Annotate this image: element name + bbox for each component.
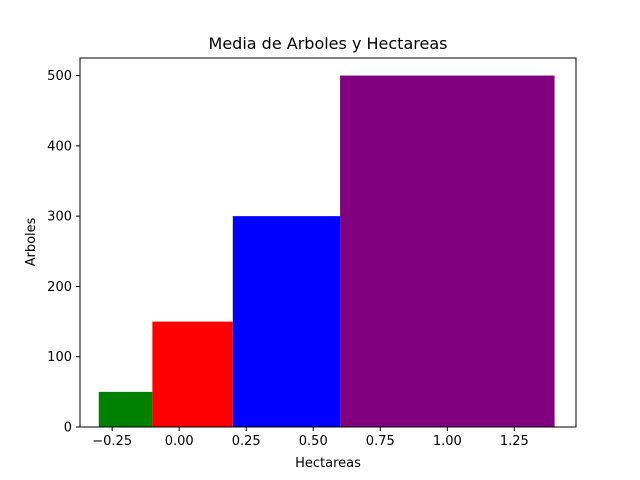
- x-axis-label: Hectareas: [295, 456, 361, 471]
- y-tick-label-1: 100: [47, 350, 72, 365]
- x-axis-ticks: −0.25 0.00 0.25 0.50 0.75 1.00 1.25: [92, 427, 529, 449]
- chart-title: Media de Arboles y Hectareas: [209, 34, 448, 53]
- y-tick-label-3: 300: [47, 210, 72, 225]
- bar-1: [152, 321, 233, 427]
- bar-2: [232, 216, 341, 427]
- x-tick-label-6: 1.25: [500, 434, 529, 449]
- plot-frame: [79, 57, 577, 428]
- x-tick-label-3: 0.50: [299, 434, 328, 449]
- y-tick-label-4: 400: [47, 139, 72, 154]
- x-tick-label-2: 0.25: [232, 434, 261, 449]
- y-tick-label-0: 0: [64, 421, 72, 436]
- y-tick-label-5: 500: [47, 69, 72, 84]
- x-tick-label-1: 0.00: [165, 434, 194, 449]
- x-tick-label-5: 1.00: [433, 434, 462, 449]
- y-axis-label: Arboles: [24, 217, 39, 266]
- x-tick-label-0: −0.25: [92, 434, 132, 449]
- y-axis-ticks: 0 100 200 300 400 500: [47, 69, 80, 436]
- bars-group: [98, 75, 555, 428]
- bar-0: [98, 391, 153, 427]
- bar-3: [340, 75, 555, 428]
- x-tick-label-4: 0.75: [366, 434, 395, 449]
- y-tick-label-2: 200: [47, 280, 72, 295]
